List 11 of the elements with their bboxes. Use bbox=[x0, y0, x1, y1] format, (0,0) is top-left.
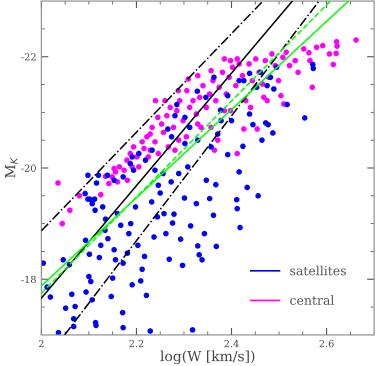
x-tick-label: 2.4 bbox=[224, 340, 239, 348]
legend-label: central bbox=[290, 295, 334, 305]
legend-label: satellites bbox=[290, 266, 346, 276]
x-tick-label: 2.2 bbox=[129, 340, 144, 348]
x-tick-label: 2.6 bbox=[320, 340, 334, 348]
y-tick-label: -20 bbox=[21, 164, 36, 172]
x-axis-title: log(W [km/s]) bbox=[160, 350, 254, 364]
x-tick-label: 2 bbox=[38, 340, 44, 348]
y-tick-label: -22 bbox=[21, 53, 36, 60]
y-axis-title: M$_{K}$ bbox=[5, 157, 18, 178]
y-tick-label: -18 bbox=[21, 276, 36, 284]
